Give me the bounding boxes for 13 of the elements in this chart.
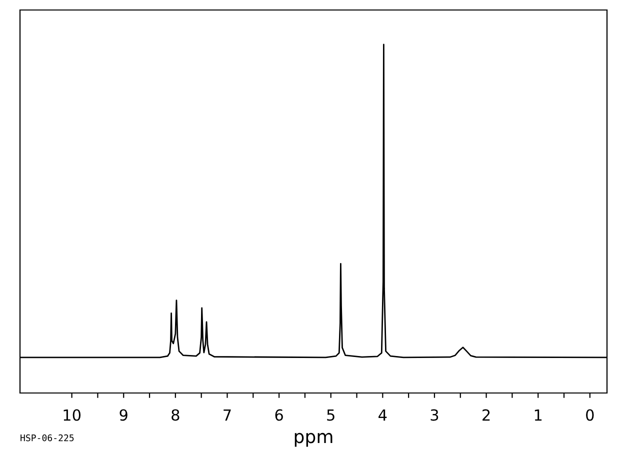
x-tick-label: 5 [327, 409, 334, 421]
x-tick-label: 3 [430, 409, 438, 421]
x-tick-label: 1 [534, 409, 542, 421]
x-tick-label: 8 [172, 409, 180, 421]
x-tick-label: 10 [64, 409, 81, 421]
x-tick-label: 7 [224, 409, 231, 421]
text: HSP-06-225 [20, 434, 74, 442]
x-tick-label: 2 [482, 409, 490, 421]
x-tick-label: 6 [275, 409, 283, 421]
x-tick-label: 0 [586, 409, 594, 421]
x-axis-title: ppm [294, 432, 332, 447]
x-tick-label: 4 [378, 409, 387, 421]
x-tick-label: 9 [120, 409, 128, 421]
